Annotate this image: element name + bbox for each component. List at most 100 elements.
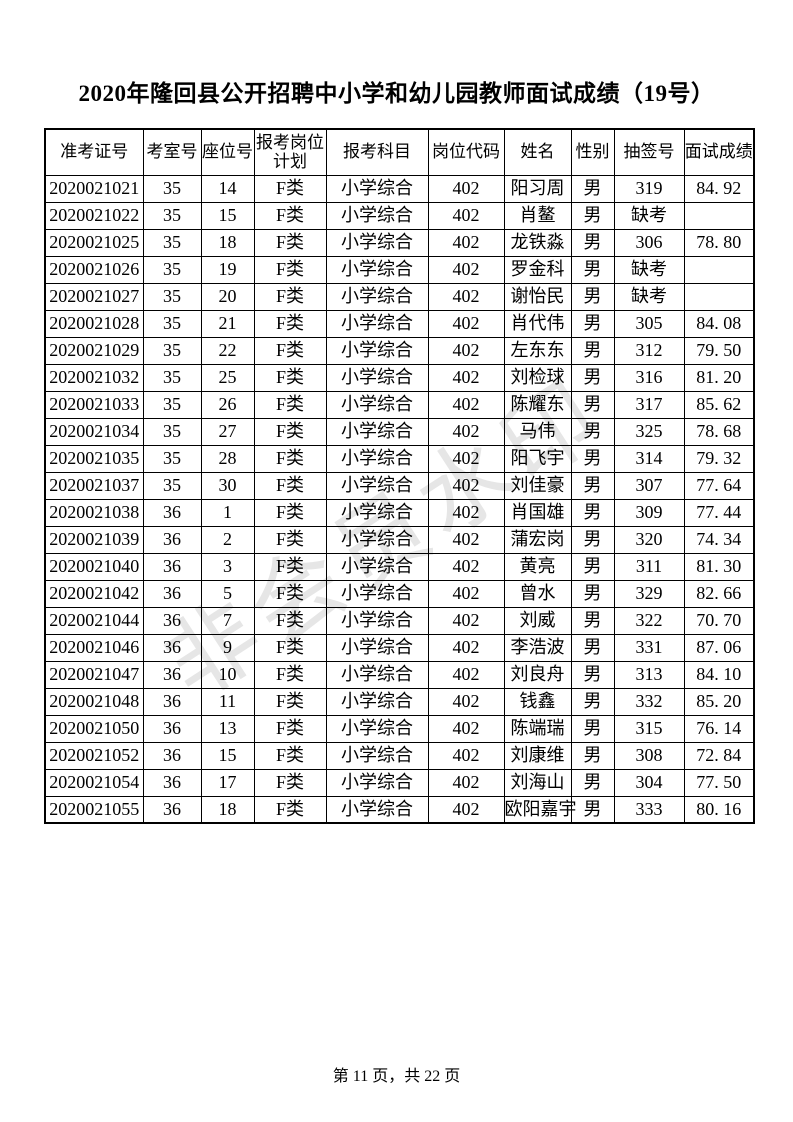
cell-exam-room-no: 36 [142,579,202,608]
col-header-gender: 性别 [570,128,615,176]
cell-interview-score [683,255,755,284]
cell-position-plan: F类 [253,498,327,527]
cell-lottery-no: 307 [613,471,685,500]
cell-seat-no: 19 [200,255,255,284]
cell-interview-score: 87. 06 [683,633,755,662]
table-row: 2020021054 36 17 F类 小学综合 402 刘海山男 304 77. 50 [44,768,755,797]
cell-name: 龙铁淼 [503,228,572,257]
cell-seat-no: 17 [200,768,255,797]
cell-position-code: 402 [427,255,505,284]
cell-interview-score: 70. 70 [683,606,755,635]
cell-position-code: 402 [427,228,505,257]
cell-interview-score: 79. 50 [683,336,755,365]
cell-gender: 男 [570,579,615,608]
cell-subject: 小学综合 [325,336,429,365]
cell-position-code: 402 [427,633,505,662]
table-row: 2020021034 35 27 F类 小学综合 402 马伟男 325 78. 68 [44,417,755,446]
cell-exam-room-no: 36 [142,714,202,743]
cell-lottery-no: 309 [613,498,685,527]
cell-interview-score: 84. 10 [683,660,755,689]
cell-interview-score: 85. 62 [683,390,755,419]
cell-name: 罗金科 [503,255,572,284]
cell-admission-ticket-no: 2020021022 [44,201,144,230]
cell-seat-no: 15 [200,741,255,770]
cell-admission-ticket-no: 2020021055 [44,795,144,824]
cell-seat-no: 5 [200,579,255,608]
cell-seat-no: 13 [200,714,255,743]
table-row: 2020021027 35 20 F类 小学综合 402 谢怡民男缺考 [44,282,755,311]
cell-position-plan: F类 [253,606,327,635]
cell-position-plan: F类 [253,444,327,473]
cell-position-code: 402 [427,336,505,365]
cell-position-code: 402 [427,687,505,716]
cell-exam-room-no: 36 [142,498,202,527]
cell-position-plan: F类 [253,660,327,689]
cell-interview-score: 76. 14 [683,714,755,743]
col-header-position-code: 岗位代码 [427,128,505,176]
cell-position-code: 402 [427,471,505,500]
cell-seat-no: 25 [200,363,255,392]
cell-name: 李浩波 [503,633,572,662]
cell-subject: 小学综合 [325,687,429,716]
col-header-subject: 报考科目 [325,128,429,176]
cell-seat-no: 22 [200,336,255,365]
cell-position-code: 402 [427,795,505,824]
table-row: 2020021033 35 26 F类 小学综合 402 陈耀东男 317 85. 62 [44,390,755,419]
cell-position-code: 402 [427,444,505,473]
cell-position-code: 402 [427,282,505,311]
cell-name: 陈耀东 [503,390,572,419]
cell-lottery-no: 313 [613,660,685,689]
cell-gender: 男 [570,282,615,311]
cell-subject: 小学综合 [325,390,429,419]
cell-position-code: 402 [427,606,505,635]
cell-interview-score: 79. 32 [683,444,755,473]
cell-subject: 小学综合 [325,498,429,527]
col-header-seat-no: 座位号 [200,128,255,176]
cell-admission-ticket-no: 2020021028 [44,309,144,338]
cell-exam-room-no: 36 [142,525,202,554]
cell-seat-no: 30 [200,471,255,500]
table-row: 2020021040 36 3 F类 小学综合 402 黄亮男 311 81. 30 [44,552,755,581]
cell-interview-score: 77. 64 [683,471,755,500]
cell-subject: 小学综合 [325,714,429,743]
cell-interview-score: 80. 16 [683,795,755,824]
cell-lottery-no: 331 [613,633,685,662]
cell-name: 阳飞宇 [503,444,572,473]
table-body: 2020021021 35 14 F类 小学综合 402 阳习周男 319 84. 92 2020… [44,174,755,824]
cell-interview-score: 72. 84 [683,741,755,770]
cell-exam-room-no: 36 [142,633,202,662]
cell-lottery-no: 312 [613,336,685,365]
cell-exam-room-no: 35 [142,471,202,500]
cell-gender: 男 [570,417,615,446]
cell-position-code: 402 [427,768,505,797]
cell-subject: 小学综合 [325,768,429,797]
cell-name: 马伟 [503,417,572,446]
cell-exam-room-no: 36 [142,660,202,689]
cell-exam-room-no: 36 [142,606,202,635]
cell-lottery-no: 305 [613,309,685,338]
cell-admission-ticket-no: 2020021040 [44,552,144,581]
table-row: 2020021022 35 15 F类 小学综合 402 肖鳌男缺考 [44,201,755,230]
cell-interview-score: 85. 20 [683,687,755,716]
table-row: 2020021042 36 5 F类 小学综合 402 曾水男 329 82. 66 [44,579,755,608]
cell-subject: 小学综合 [325,606,429,635]
cell-position-plan: F类 [253,255,327,284]
cell-position-code: 402 [427,417,505,446]
cell-exam-room-no: 35 [142,174,202,203]
cell-subject: 小学综合 [325,741,429,770]
cell-lottery-no: 320 [613,525,685,554]
cell-gender: 男 [570,309,615,338]
cell-admission-ticket-no: 2020021021 [44,174,144,203]
cell-subject: 小学综合 [325,579,429,608]
cell-lottery-no: 332 [613,687,685,716]
cell-name: 刘康维 [503,741,572,770]
cell-gender: 男 [570,444,615,473]
cell-subject: 小学综合 [325,444,429,473]
interview-results-table: 准考证号 考室号 座位号 报考岗位计划 报考科目 岗位代码 姓名 性别 抽签号 … [44,128,755,824]
cell-subject: 小学综合 [325,795,429,824]
table-row: 2020021047 36 10 F类 小学综合 402 刘良舟男 313 84. 10 [44,660,755,689]
cell-lottery-no: 缺考 [613,282,685,311]
cell-gender: 男 [570,795,615,824]
cell-gender: 男 [570,660,615,689]
cell-position-plan: F类 [253,309,327,338]
